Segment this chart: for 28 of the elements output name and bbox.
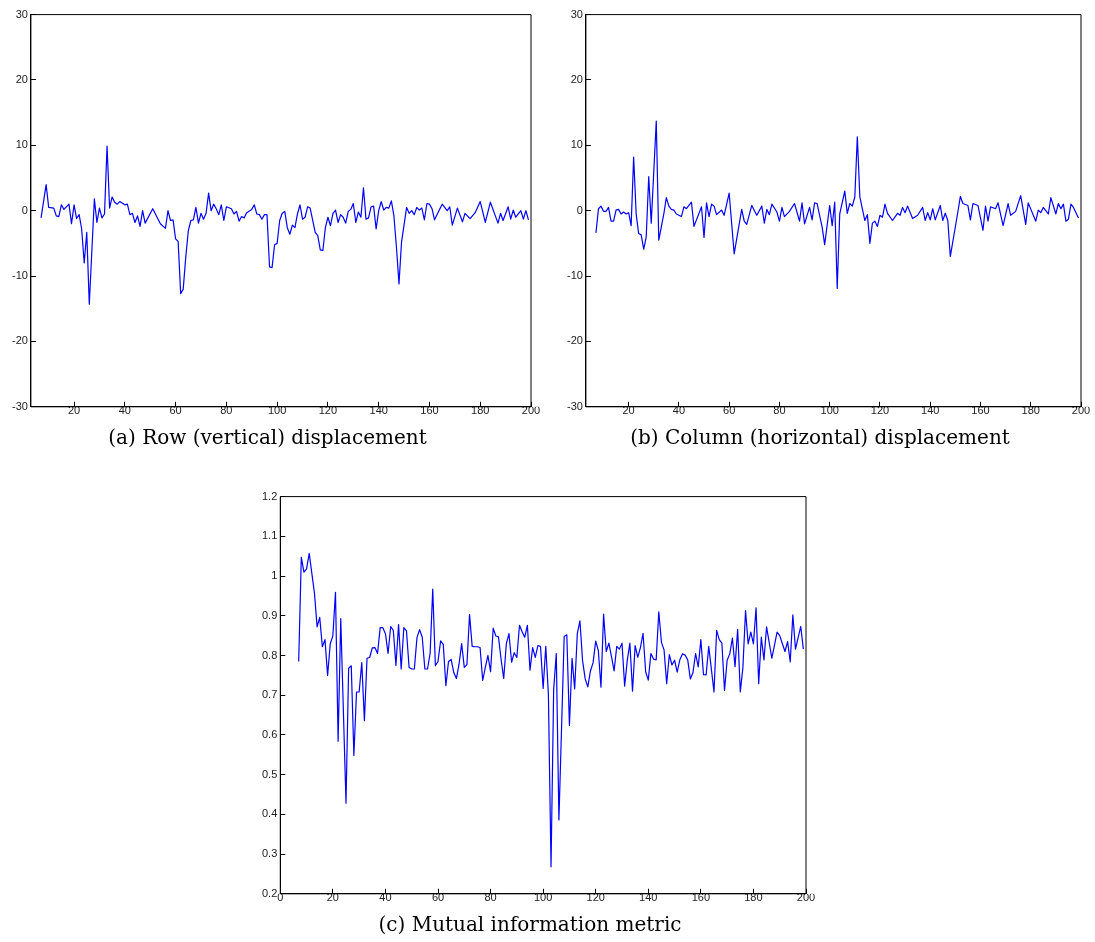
y-tick-label: 20 [570, 73, 583, 85]
y-tick-label: 0 [576, 203, 583, 216]
y-tick-label: -30 [11, 399, 28, 412]
y-tick-label: -20 [566, 334, 583, 347]
y-tick-label: 0.2 [261, 886, 278, 899]
y-tick-label: -20 [11, 334, 28, 347]
y-tick-label: 0.4 [261, 807, 278, 820]
y-tick-label: 20 [15, 73, 28, 85]
y-tick-label: 0.6 [261, 727, 278, 740]
y-tick-label: 10 [15, 138, 28, 151]
y-tick-label: 0.8 [261, 648, 278, 661]
y-tick-label: 0.9 [261, 608, 278, 621]
text: (a) Row (vertical) displacement [108, 425, 427, 450]
y-tick-label: -10 [11, 269, 28, 282]
y-tick-label: 0 [21, 203, 28, 216]
y-tick-label: 30 [570, 7, 583, 20]
y-tick-label: 10 [570, 138, 583, 151]
y-tick-label: 0.3 [261, 847, 278, 860]
y-tick-label: 1.1 [261, 529, 278, 542]
y-tick-label: 0.5 [261, 767, 278, 780]
y-tick-label: 30 [15, 7, 28, 20]
text: (b) Column (horizontal) displacement [630, 425, 1010, 450]
y-tick-label: 1.2 [261, 489, 278, 502]
y-tick-label: -30 [566, 399, 583, 412]
y-tick-label: -10 [566, 269, 583, 282]
y-tick-label: 1 [271, 569, 278, 582]
y-tick-label: 0.7 [261, 688, 278, 701]
text: (c) Mutual information metric [378, 912, 682, 937]
